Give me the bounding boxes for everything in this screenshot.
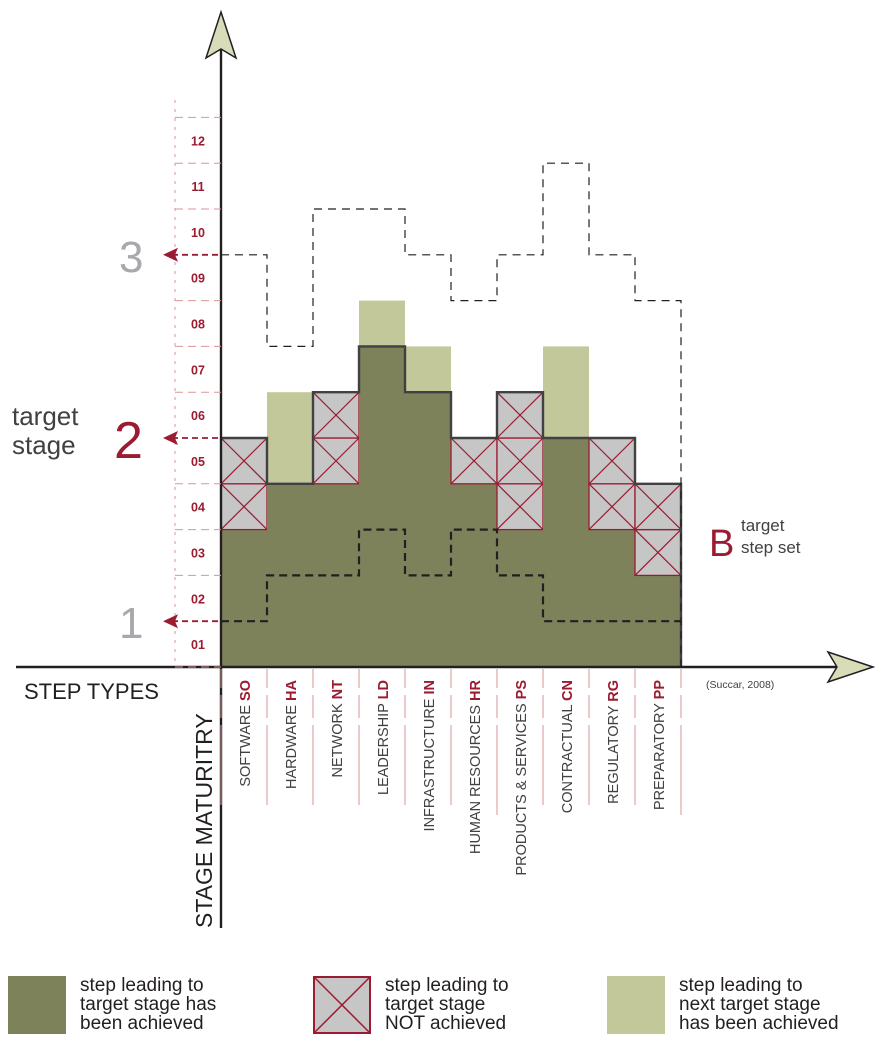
not-achieved-cell-pp bbox=[634, 483, 682, 531]
next-stage-bar-ha bbox=[267, 392, 313, 484]
achieved-bar-in bbox=[405, 392, 451, 667]
legend-label-not-achieved: step leading to target stage NOT achieve… bbox=[385, 975, 509, 1034]
not-achieved-cell-so bbox=[220, 437, 268, 485]
y-tick-label: 05 bbox=[191, 455, 205, 469]
category-label-rg: REGULATORY RG bbox=[606, 680, 622, 804]
legend-swatch-not-achieved bbox=[313, 976, 371, 1034]
next-stage-bar-cn bbox=[543, 346, 589, 438]
target-stage-label-line2: stage bbox=[12, 430, 76, 460]
stage-1-label: 1 bbox=[119, 599, 143, 648]
category-label-cn: CONTRACTUAL CN bbox=[560, 680, 576, 813]
stage-1-marker bbox=[163, 614, 221, 629]
legend-swatch-next-achieved bbox=[607, 976, 665, 1034]
not-achieved-cell-so bbox=[220, 483, 268, 531]
stage-3-marker bbox=[163, 247, 221, 262]
not-achieved-cell-ps bbox=[496, 391, 544, 439]
y-axis-arrowhead bbox=[204, 9, 238, 60]
legend-label-next-achieved: step leading to next target stage has be… bbox=[679, 975, 839, 1034]
not-achieved-cell-ps bbox=[496, 483, 544, 531]
next-stage-bar-ld bbox=[359, 300, 405, 347]
not-achieved-cell-nt bbox=[312, 437, 360, 485]
category-label-in: INFRASTRUCTURE IN bbox=[422, 680, 438, 831]
y-tick-label: 06 bbox=[191, 409, 205, 423]
y-tick-label: 09 bbox=[191, 272, 205, 286]
target-stage-label-line1: target bbox=[12, 401, 79, 431]
achieved-bar-ps bbox=[497, 529, 543, 667]
y-tick-label: 08 bbox=[191, 318, 205, 332]
category-label-nt: NETWORK NT bbox=[330, 680, 346, 778]
category-label-ha: HARDWARE HA bbox=[284, 679, 300, 789]
legend-not-achieved: step leading to target stage NOT achieve… bbox=[313, 976, 509, 1034]
legend-achieved: step leading to target stage has been ac… bbox=[8, 976, 216, 1034]
not-achieved-cell-nt bbox=[312, 391, 360, 439]
not-achieved-cell-rg bbox=[588, 483, 636, 531]
target-step-set-line1: target bbox=[741, 516, 785, 535]
y-tick-label: 04 bbox=[191, 501, 205, 515]
stage-3-label: 3 bbox=[119, 233, 143, 282]
target-step-set-line2: step set bbox=[741, 538, 801, 557]
y-tick-label: 07 bbox=[191, 363, 205, 377]
citation: (Succar, 2008) bbox=[706, 679, 774, 691]
stage-3-step-line bbox=[221, 162, 682, 667]
y-tick-label: 01 bbox=[191, 638, 205, 652]
x-axis-title: STEP TYPES bbox=[24, 679, 159, 704]
legend-swatch-achieved bbox=[8, 976, 66, 1034]
not-achieved-cell-rg bbox=[588, 437, 636, 485]
stage-2-label: 2 bbox=[114, 412, 143, 470]
achieved-bar-hr bbox=[451, 483, 497, 667]
next-stage-bar-in bbox=[405, 346, 451, 393]
legend-next-achieved: step leading to next target stage has be… bbox=[607, 976, 839, 1034]
legend-label-achieved: step leading to target stage has been ac… bbox=[80, 975, 217, 1034]
y-tick-label: 02 bbox=[191, 592, 205, 606]
target-step-set-letter: B bbox=[709, 523, 734, 565]
category-label-ps: PRODUCTS & SERVICES PS bbox=[514, 680, 530, 876]
target-stage-outline bbox=[221, 345, 683, 667]
y-tick-label: 03 bbox=[191, 547, 205, 561]
y-axis-title: STAGE MATURITRY bbox=[191, 713, 217, 928]
stage-1-step-line bbox=[221, 528, 681, 623]
achieved-bar-so bbox=[221, 529, 267, 667]
not-achieved-cell-ps bbox=[496, 437, 544, 485]
achieved-bar-rg bbox=[589, 529, 635, 667]
stage-2-marker bbox=[163, 431, 221, 445]
category-label-so: SOFTWARE SO bbox=[238, 680, 254, 787]
not-achieved-cell-pp bbox=[634, 528, 682, 577]
not-achieved-cell-hr bbox=[450, 437, 498, 485]
y-tick-label: 11 bbox=[191, 180, 204, 194]
achieved-bar-cn bbox=[543, 438, 589, 667]
achieved-bar-ld bbox=[359, 346, 405, 667]
category-label-hr: HUMAN RESOURCES HR bbox=[468, 679, 484, 854]
category-label-ld: LEADERSHIP LD bbox=[376, 680, 392, 795]
y-tick-label: 10 bbox=[191, 226, 205, 240]
category-label-pp: PREPARATORY PP bbox=[652, 680, 668, 810]
x-axis-arrowhead bbox=[826, 650, 875, 684]
y-tick-label: 12 bbox=[191, 134, 205, 148]
